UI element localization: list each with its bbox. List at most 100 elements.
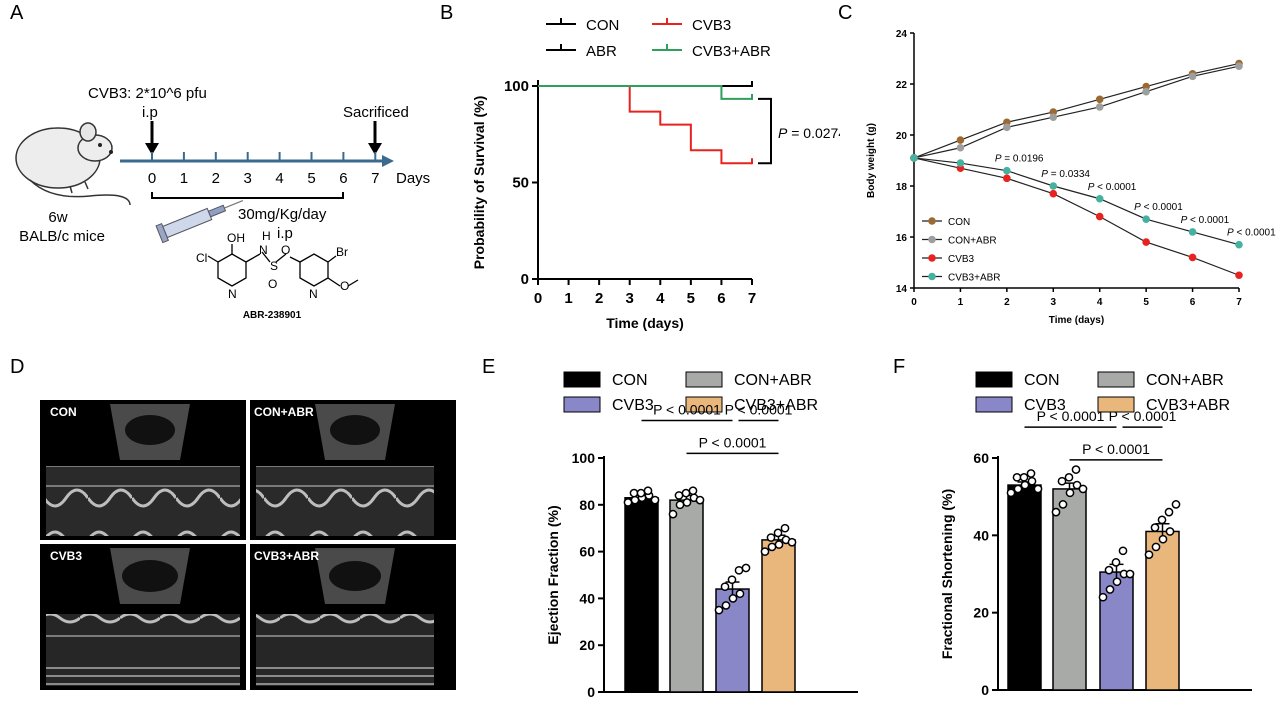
legend-swatch <box>563 371 601 388</box>
data-point <box>1003 174 1011 183</box>
timeline-tick-label: 2 <box>212 170 220 187</box>
data-point <box>1118 546 1128 556</box>
data-point <box>695 495 705 505</box>
timeline-ticks: 0 1 2 3 4 5 6 7 <box>148 152 379 187</box>
data-point <box>1171 500 1181 509</box>
mouse-illustration <box>15 122 131 206</box>
p-value-annotation: P < 0.0001 <box>1134 202 1183 213</box>
x-tick-label: 6 <box>1190 297 1196 308</box>
data-point <box>1235 271 1243 280</box>
data-point <box>1188 228 1197 236</box>
data-point <box>1057 476 1067 486</box>
data-point <box>774 540 784 549</box>
panel-a-schematic: 6w BALB/c mice CVB3: 2*10^6 pfu i.p Sacr… <box>15 85 430 321</box>
data-point <box>1144 550 1154 560</box>
legend-swatch <box>685 371 723 388</box>
weight-line-cvb3 <box>913 157 1240 276</box>
data-point <box>760 547 770 556</box>
legend-label: CVB3+ABR <box>692 43 771 60</box>
data-point <box>1065 488 1075 498</box>
mouse-strain: BALB/c mice <box>19 228 105 245</box>
data-point <box>1095 103 1104 111</box>
survival-line-cvb3 <box>538 85 752 165</box>
data-point <box>1033 484 1043 494</box>
data-point <box>721 601 731 610</box>
legend-label: CON <box>1024 372 1060 389</box>
x-tick-label: 6 <box>717 290 725 307</box>
x-tick-label: 5 <box>1143 297 1149 308</box>
bar-con-abr <box>669 499 704 693</box>
compound-name: ABR-238901 <box>243 310 302 321</box>
legend-swatch <box>975 371 1013 388</box>
legend-label: CVB3+ABR <box>948 273 1001 284</box>
data-point <box>1095 212 1104 221</box>
data-point <box>1188 72 1197 81</box>
data-point <box>1003 123 1011 132</box>
chem-h: H <box>262 229 271 243</box>
y-tick-label: 20 <box>973 605 989 621</box>
y-tick-label: 24 <box>896 29 908 40</box>
data-point <box>668 509 678 519</box>
echo-label-cvb3: CVB3 <box>50 549 82 563</box>
x-tick-label: 7 <box>1236 297 1242 308</box>
bar-con <box>624 497 659 693</box>
timeline-tick-label: 7 <box>371 170 379 187</box>
treatment-bracket <box>151 192 344 199</box>
legend-swatch <box>685 396 723 413</box>
data-point <box>1020 480 1030 490</box>
data-point <box>956 159 965 167</box>
data-point <box>956 143 965 152</box>
chem-s: S <box>270 259 278 273</box>
data-point <box>1072 480 1082 490</box>
chem-o1: O <box>281 243 290 257</box>
data-point <box>1064 472 1074 482</box>
bar-con <box>1007 484 1042 691</box>
panel-label-f: F <box>893 356 906 378</box>
data-point <box>1006 488 1016 498</box>
data-point <box>1049 113 1058 121</box>
x-tick-label: 0 <box>534 290 542 307</box>
data-point <box>1188 253 1197 262</box>
echo-cvb3: CVB3 <box>40 544 246 690</box>
legend-label: CVB3 <box>948 254 975 265</box>
x-tick-label: 4 <box>656 290 665 307</box>
legend-label: CVB3 <box>612 397 654 414</box>
legend-label: CON <box>948 217 970 228</box>
x-tick-label: 1 <box>564 290 572 307</box>
data-point <box>727 575 737 585</box>
data-point <box>734 565 744 575</box>
data-point <box>741 563 751 573</box>
days-label: Days <box>396 170 430 187</box>
y-tick-label: 80 <box>579 497 595 513</box>
y-tick-label: 0 <box>521 271 529 288</box>
p-value-annotation: P < 0.0001 <box>1181 215 1230 226</box>
y-tick-label: 0 <box>981 682 989 698</box>
echo-label-cvb3-abr: CVB3+ABR <box>254 549 319 563</box>
comparison-p-value: P < 0.0001 <box>1037 408 1105 424</box>
p-value-annotation: P = 0.0334 <box>1041 169 1090 180</box>
panel-f-fractional-shortening-chart: 0 20 40 60 Fractional Shortening (%) CON CON+A… <box>939 371 1252 698</box>
data-point <box>714 605 724 615</box>
legend-label: CVB3 <box>1024 397 1066 414</box>
weight-line-con <box>913 63 1240 159</box>
chem-cl: Cl <box>196 251 207 265</box>
data-point <box>681 488 691 498</box>
panel-e-ejection-fraction-chart: 0 20 40 60 80 100 Ejection Fraction (%) CON CON+… <box>545 371 858 700</box>
comparison-p-value: P < 0.0001 <box>1109 408 1177 424</box>
panel-label-a: A <box>10 2 24 24</box>
x-tick-label: 2 <box>1004 297 1010 308</box>
legend-label: ABR <box>586 43 617 60</box>
data-point <box>1019 472 1029 482</box>
y-tick-label: 20 <box>579 637 595 653</box>
chem-nh: N <box>259 243 268 257</box>
data-point <box>773 528 783 538</box>
p-bracket <box>758 97 772 165</box>
chem-n1: N <box>228 287 237 301</box>
x-tick-label: 1 <box>958 297 964 308</box>
data-point <box>1112 577 1122 587</box>
data-point <box>1049 182 1058 190</box>
x-tick-label: 4 <box>1097 297 1103 308</box>
y-tick-label: 20 <box>896 131 908 142</box>
weight-line-con-abr <box>913 65 1240 159</box>
timeline-tick-label: 0 <box>148 170 156 187</box>
